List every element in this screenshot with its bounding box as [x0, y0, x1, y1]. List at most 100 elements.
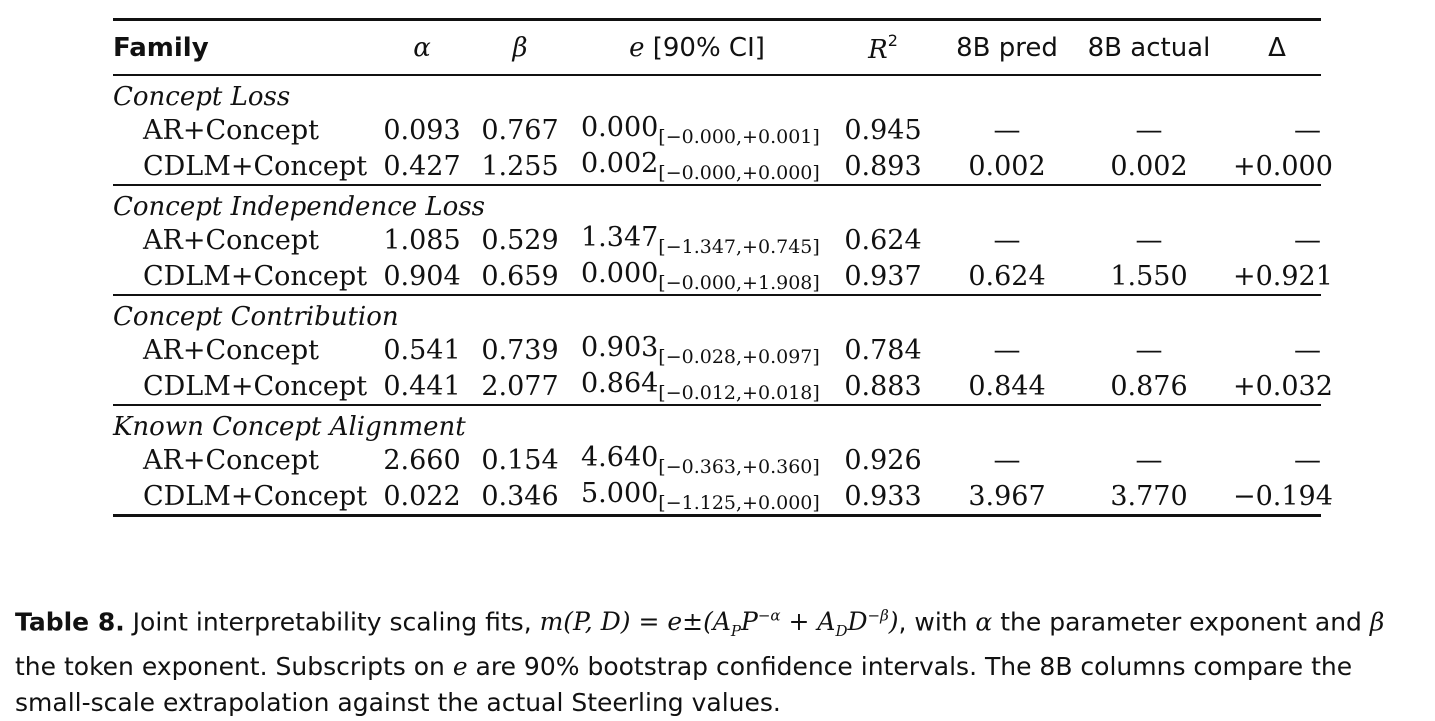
- confidence-interval: [−0.028,+0.097]: [658, 346, 820, 368]
- cell-delta: +0.000: [1233, 150, 1333, 182]
- confidence-interval: [−0.363,+0.360]: [658, 456, 820, 478]
- table-row: AR+Concept 1.085 0.529 1.347[−1.347,+0.745]…: [113, 222, 1321, 258]
- cell-beta: 0.767: [481, 114, 559, 146]
- table-row: CDLM+Concept 0.022 0.346 5.000[−1.125,+0.00…: [113, 478, 1333, 516]
- table-row: AR+Concept 2.660 0.154 4.640[−0.363,+0.360]…: [113, 442, 1321, 478]
- cell-alpha: 0.427: [383, 150, 461, 182]
- cell-8b-actual: 1.550: [1110, 260, 1188, 292]
- cell-r2: 0.624: [844, 224, 922, 256]
- formula-sub-p: P: [730, 622, 741, 641]
- cell-beta: 0.659: [481, 260, 559, 292]
- cell-e-ci: 4.640[−0.363,+0.360]: [577, 442, 820, 478]
- formula-close: ): [888, 607, 899, 637]
- cell-r2: 0.883: [844, 370, 922, 402]
- e-value: 4.640: [581, 442, 659, 473]
- cell-e-ci: 0.002[−0.000,+0.000]: [577, 148, 820, 185]
- cell-8b-pred: —: [993, 334, 1021, 366]
- cell-model: CDLM+Concept: [143, 150, 368, 182]
- formula-sup-beta: −β: [867, 607, 889, 625]
- formula-open: (A: [703, 607, 731, 637]
- e-value: 0.000: [581, 112, 659, 143]
- e-value: 0.864: [581, 368, 659, 399]
- table-row: CDLM+Concept 0.904 0.659 0.000[−0.000,+1.90…: [113, 258, 1333, 295]
- table-caption: Table 8. Joint interpretability scaling …: [15, 598, 1425, 721]
- cell-delta: +0.032: [1233, 370, 1333, 402]
- header-family: Family: [113, 32, 209, 63]
- formula-sub-d: D: [835, 622, 848, 641]
- cell-e-ci: 0.000[−0.000,+0.001]: [577, 112, 820, 148]
- cell-model: AR+Concept: [143, 114, 319, 146]
- e-value: 0.002: [581, 148, 659, 179]
- cell-e-ci: 5.000[−1.125,+0.000]: [577, 478, 820, 516]
- cell-8b-actual: —: [1135, 334, 1163, 366]
- cell-8b-pred: —: [993, 114, 1021, 146]
- cell-alpha: 0.904: [383, 260, 461, 292]
- cell-model: CDLM+Concept: [143, 370, 368, 402]
- cell-delta: —: [1294, 334, 1321, 366]
- header-alpha: α: [413, 32, 431, 63]
- cell-8b-actual: 0.002: [1110, 150, 1188, 182]
- cell-alpha: 0.022: [383, 480, 461, 512]
- group-title: Concept Contribution: [113, 302, 399, 332]
- cell-beta: 0.739: [481, 334, 559, 366]
- formula-lhs: m(P, D) = e: [539, 607, 683, 637]
- cell-8b-actual: 0.876: [1110, 370, 1188, 402]
- group-header-row: Concept Contribution: [113, 295, 1321, 332]
- cell-beta: 0.529: [481, 224, 559, 256]
- header-beta: β: [512, 32, 528, 63]
- e-value: 0.000: [581, 258, 659, 289]
- confidence-interval: [−0.000,+1.908]: [658, 272, 820, 294]
- header-delta: Δ: [1268, 32, 1286, 63]
- cell-delta: −0.194: [1233, 480, 1333, 512]
- table-group: Known Concept Alignment AR+Concept 2.660 0.…: [113, 405, 1333, 516]
- header-r2-superscript: 2: [887, 30, 898, 50]
- cell-alpha: 2.660: [383, 444, 461, 476]
- cell-8b-pred: —: [993, 224, 1021, 256]
- table-header-row: Family α β e [90% CI] R2 8B pred 8B actu…: [113, 19, 1321, 76]
- caption-label: Table 8.: [15, 607, 125, 637]
- results-table-container: Family α β e [90% CI] R2 8B pred 8B actu…: [113, 18, 1333, 517]
- header-r2-symbol: R: [868, 34, 888, 65]
- cell-8b-pred: 0.002: [968, 150, 1046, 182]
- cell-alpha: 0.441: [383, 370, 461, 402]
- confidence-interval: [−1.125,+0.000]: [658, 492, 820, 514]
- header-e-ci: e [90% CI]: [577, 20, 817, 76]
- cell-8b-pred: —: [993, 444, 1021, 476]
- formula-plus: + A: [780, 607, 836, 637]
- group-header-row: Concept Independence Loss: [113, 185, 1321, 222]
- e-value: 0.903: [581, 332, 659, 363]
- cell-r2: 0.784: [844, 334, 922, 366]
- cell-model: AR+Concept: [143, 334, 319, 366]
- caption-beta: β: [1369, 607, 1385, 637]
- cell-e-ci: 0.903[−0.028,+0.097]: [577, 332, 820, 368]
- cell-model: AR+Concept: [143, 444, 319, 476]
- table-group: Concept Contribution AR+Concept 0.541 0.739…: [113, 295, 1333, 405]
- cell-8b-pred: 3.967: [968, 480, 1046, 512]
- cell-delta: —: [1294, 444, 1321, 476]
- cell-e-ci: 0.000[−0.000,+1.908]: [577, 258, 820, 295]
- cell-model: AR+Concept: [143, 224, 319, 256]
- header-e-ci-label: [90% CI]: [644, 32, 765, 63]
- cell-alpha: 0.541: [383, 334, 461, 366]
- confidence-interval: [−0.012,+0.018]: [658, 382, 820, 404]
- cell-delta: —: [1294, 224, 1321, 256]
- group-title: Concept Loss: [113, 82, 291, 112]
- confidence-interval: [−1.347,+0.745]: [658, 236, 820, 258]
- e-value: 1.347: [581, 222, 659, 253]
- header-8b-actual: 8B actual: [1087, 32, 1211, 63]
- group-title: Concept Independence Loss: [113, 192, 486, 222]
- cell-8b-actual: —: [1135, 114, 1163, 146]
- cell-delta: —: [1294, 114, 1321, 146]
- cell-8b-pred: 0.844: [968, 370, 1046, 402]
- cell-e-ci: 1.347[−1.347,+0.745]: [577, 222, 820, 258]
- scaling-fits-table: Family α β e [90% CI] R2 8B pred 8B actu…: [113, 18, 1333, 517]
- cell-beta: 2.077: [481, 370, 559, 402]
- header-e-symbol: e: [629, 32, 645, 63]
- group-header-row: Known Concept Alignment: [113, 405, 1321, 442]
- cell-model: CDLM+Concept: [143, 480, 368, 512]
- table-row: CDLM+Concept 0.441 2.077 0.864[−0.012,+0.01…: [113, 368, 1333, 405]
- cell-8b-actual: —: [1135, 444, 1163, 476]
- table-group: Concept Loss AR+Concept 0.093 0.767 0.000[−0…: [113, 75, 1333, 185]
- cell-delta: +0.921: [1233, 260, 1333, 292]
- caption-text-1: Joint interpretability scaling fits,: [124, 607, 540, 637]
